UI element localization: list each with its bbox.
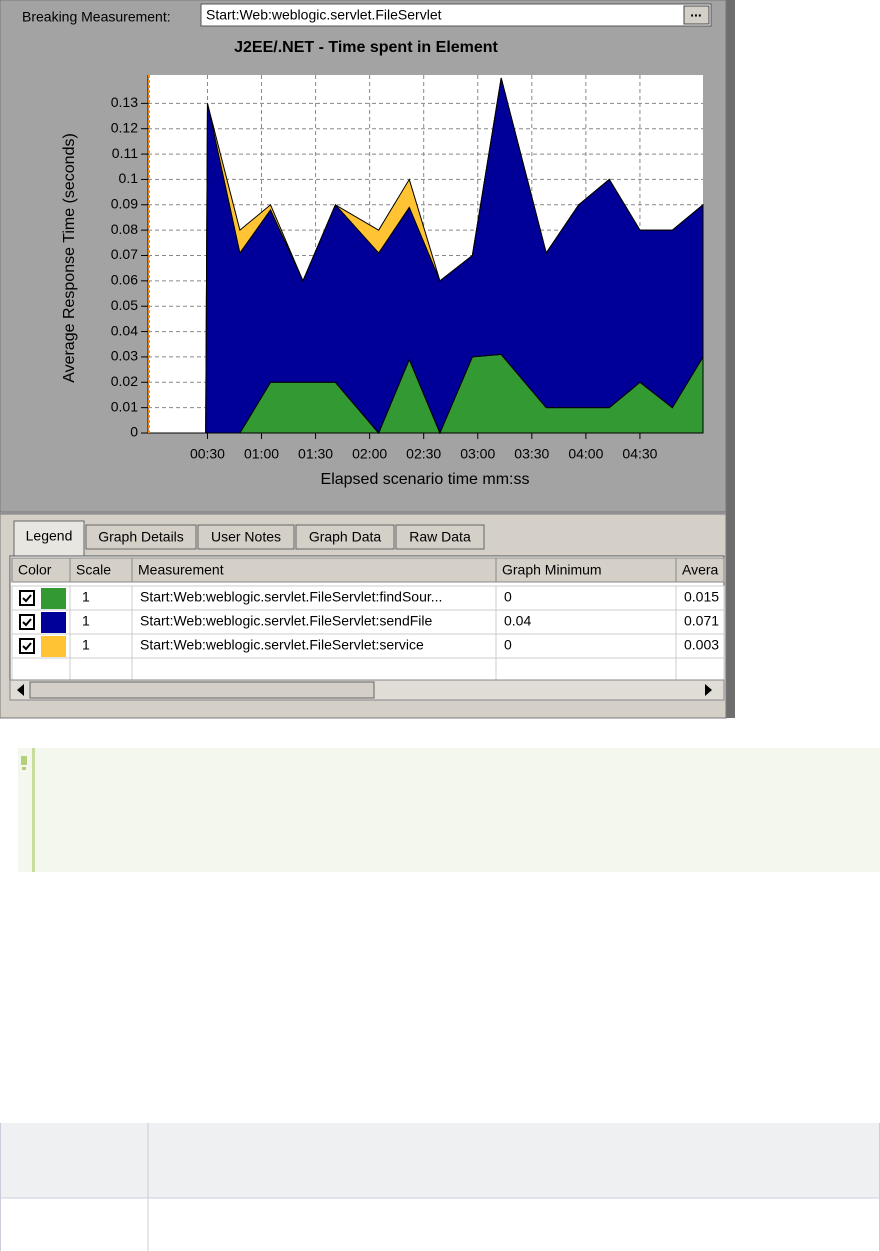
tab[interactable] xyxy=(197,524,295,550)
y-tick-label: 0.05 xyxy=(111,297,138,313)
doc-table-header xyxy=(0,1123,880,1198)
tab[interactable] xyxy=(295,524,395,550)
breaking-value: Start:Web:weblogic.servlet.FileServlet xyxy=(206,7,442,23)
cell xyxy=(131,657,497,681)
cell xyxy=(675,657,725,681)
graph-minimum: 0 xyxy=(504,589,512,605)
cell xyxy=(69,585,133,611)
color-swatch xyxy=(41,612,66,633)
cell xyxy=(131,609,497,635)
column-header-label: Scale xyxy=(76,562,111,578)
cell xyxy=(131,633,497,659)
checkbox[interactable] xyxy=(19,590,35,606)
y-tick-label: 0.09 xyxy=(111,195,138,211)
column-header-label: Avera xyxy=(682,562,719,578)
tab-label: Raw Data xyxy=(409,529,471,545)
color-swatch xyxy=(41,636,66,657)
column-header xyxy=(11,557,71,583)
chart-title: J2EE/.NET - Time spent in Element xyxy=(234,39,498,56)
measurement: Start:Web:weblogic.servlet.FileServlet:s… xyxy=(140,613,433,629)
tip-icon xyxy=(21,756,27,770)
cell xyxy=(69,609,133,635)
tip-box xyxy=(18,748,880,872)
cell xyxy=(69,633,133,659)
average: 0.015 xyxy=(684,589,719,605)
browse-button-label: ... xyxy=(690,4,702,20)
average: 0.071 xyxy=(684,613,719,629)
tab[interactable] xyxy=(395,524,485,550)
y-axis-label: Average Response Time (seconds) xyxy=(61,133,78,383)
x-tick-label: 01:30 xyxy=(298,446,333,462)
x-tick-label: 01:00 xyxy=(244,446,279,462)
x-tick-label: 03:00 xyxy=(460,446,495,462)
cell xyxy=(495,657,677,681)
cell xyxy=(675,585,725,611)
browse-button[interactable] xyxy=(683,5,710,25)
x-axis-label: Elapsed scenario time mm:ss xyxy=(321,471,530,488)
tab-label: Legend xyxy=(26,528,73,544)
y-tick-label: 0 xyxy=(130,424,138,440)
y-tick-label: 0.12 xyxy=(111,119,138,135)
column-header xyxy=(69,557,133,583)
y-tick-label: 0.1 xyxy=(119,170,139,186)
tab-label: User Notes xyxy=(211,529,281,545)
x-tick-label: 04:00 xyxy=(568,446,603,462)
cell xyxy=(11,657,71,681)
scroll-thumb[interactable] xyxy=(29,681,375,699)
y-tick-label: 0.03 xyxy=(111,348,138,364)
scale: 1 xyxy=(82,637,90,653)
x-tick-label: 03:30 xyxy=(514,446,549,462)
tab[interactable] xyxy=(85,524,197,550)
breaking-label: Breaking Measurement: xyxy=(22,9,171,25)
breaking-field[interactable] xyxy=(200,3,712,27)
tab-label: Graph Details xyxy=(98,529,184,545)
column-header-label: Graph Minimum xyxy=(502,562,602,578)
scroll-right[interactable] xyxy=(705,684,712,696)
scroll-left[interactable] xyxy=(17,684,24,696)
average: 0.003 xyxy=(684,637,719,653)
graph-minimum: 0 xyxy=(504,637,512,653)
check xyxy=(22,642,32,651)
column-header-label: Measurement xyxy=(138,562,224,578)
color-swatch xyxy=(41,588,66,609)
checkbox[interactable] xyxy=(19,614,35,630)
cell xyxy=(495,585,677,611)
y-tick-label: 0.07 xyxy=(111,246,138,262)
scale: 1 xyxy=(82,589,90,605)
x-tick-label: 04:30 xyxy=(622,446,657,462)
y-tick-label: 0.08 xyxy=(111,221,138,237)
x-tick-label: 02:30 xyxy=(406,446,441,462)
x-tick-label: 00:30 xyxy=(190,446,225,462)
cell xyxy=(495,633,677,659)
tab-label: Graph Data xyxy=(309,529,382,545)
column-header xyxy=(675,557,725,583)
column-header xyxy=(131,557,497,583)
window-edge xyxy=(726,0,735,718)
measurement: Start:Web:weblogic.servlet.FileServlet:f… xyxy=(140,589,442,605)
graph-minimum: 0.04 xyxy=(504,613,531,629)
checkbox[interactable] xyxy=(19,638,35,654)
measurement: Start:Web:weblogic.servlet.FileServlet:s… xyxy=(140,637,424,653)
y-tick-label: 0.04 xyxy=(111,322,138,338)
area xyxy=(153,77,704,434)
check xyxy=(22,594,32,603)
column-header-label: Color xyxy=(18,562,52,578)
y-tick-label: 0.01 xyxy=(111,398,138,414)
y-tick-label: 0.02 xyxy=(111,373,138,389)
tip-border xyxy=(32,748,35,872)
x-tick-label: 02:00 xyxy=(352,446,387,462)
y-tick-label: 0.13 xyxy=(111,94,138,110)
y-tick-label: 0.06 xyxy=(111,272,138,288)
y-tick-label: 0.11 xyxy=(112,145,138,161)
scale: 1 xyxy=(82,613,90,629)
check xyxy=(22,618,32,627)
cell xyxy=(69,657,133,681)
